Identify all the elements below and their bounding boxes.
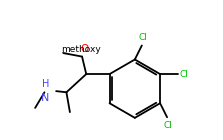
Text: Cl: Cl (179, 70, 188, 79)
Text: Cl: Cl (138, 32, 147, 42)
Text: methoxy: methoxy (62, 45, 101, 54)
Text: O: O (81, 44, 89, 54)
Text: N: N (41, 93, 49, 103)
Text: H: H (42, 79, 49, 89)
Text: Cl: Cl (164, 121, 173, 130)
Text: methoxy: methoxy (62, 52, 68, 53)
